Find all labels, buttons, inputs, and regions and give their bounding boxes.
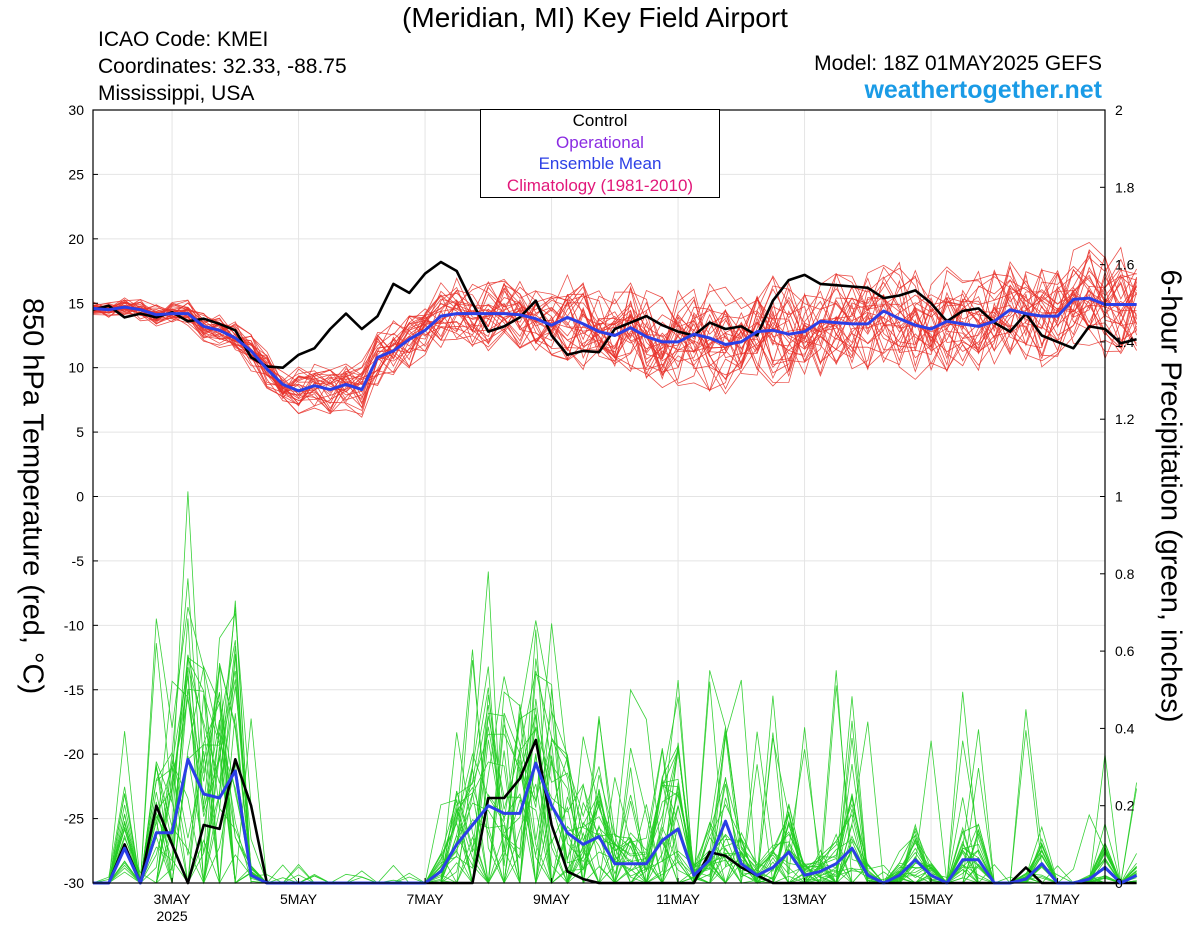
temperature-member-line xyxy=(92,254,1137,408)
temperature-member-line xyxy=(92,268,1137,415)
model-run: Model: 18Z 01MAY2025 GEFS xyxy=(814,52,1102,75)
x-tick-label: 5MAY xyxy=(280,891,318,907)
y-tick-label: 20 xyxy=(68,231,84,247)
temperature-member-line xyxy=(92,275,1137,400)
x-tick-label: 15MAY xyxy=(909,891,955,907)
page-title: (Meridian, MI) Key Field Airport xyxy=(402,2,788,33)
y2-tick-label: 0.6 xyxy=(1115,643,1135,659)
x-tick-label: 11MAY xyxy=(656,891,700,907)
legend-climatology: Climatology (1981-2010) xyxy=(506,175,694,195)
temperature-member-line xyxy=(92,276,1137,395)
y-tick-label: 0 xyxy=(76,489,84,505)
legend-ensemble-mean: Ensemble Mean xyxy=(538,154,662,173)
x-tick-label: 7MAY xyxy=(407,891,445,907)
y-tick-label: 10 xyxy=(68,360,84,376)
temperature-member-line xyxy=(92,254,1137,395)
y-tick-label: 25 xyxy=(68,166,84,182)
y-tick-label: 30 xyxy=(68,102,84,118)
y2-tick-label: 2 xyxy=(1115,102,1123,118)
temperature-member-line xyxy=(92,270,1137,393)
x-tick-label: 9MAY xyxy=(533,891,571,907)
y2-tick-label: 0 xyxy=(1115,875,1123,891)
site-name: weathertogether.net xyxy=(864,76,1102,104)
temperature-member-line xyxy=(92,269,1137,405)
y-tick-label: -15 xyxy=(64,682,84,698)
axis-ticks: 302520151050-5-10-15-20-25-3021.81.61.41… xyxy=(64,102,1135,924)
y2-tick-label: 0.8 xyxy=(1115,566,1135,582)
temperature-member-line xyxy=(92,269,1137,396)
y-tick-label: -30 xyxy=(64,875,84,891)
legend-operational: Operational xyxy=(556,132,644,152)
temperature-member-line xyxy=(92,274,1137,410)
temperature-member-line xyxy=(92,242,1137,414)
y-tick-label: -10 xyxy=(64,617,84,633)
y-tick-label: -25 xyxy=(64,811,84,827)
temperature-members xyxy=(92,242,1137,418)
y2-tick-label: 1.8 xyxy=(1115,179,1135,195)
y-tick-label: -5 xyxy=(72,553,85,569)
region: Mississippi, USA xyxy=(98,82,255,105)
coordinates: Coordinates: 32.33, -88.75 xyxy=(98,55,347,78)
x-tick-label: 17MAY xyxy=(1035,891,1081,907)
y-axis-label: 850 hPa Temperature (red, °C) xyxy=(16,297,49,695)
temperature-member-line xyxy=(92,269,1137,407)
x-tick-label: 3MAY xyxy=(154,891,192,907)
temperature-member-line xyxy=(92,285,1137,393)
y2-tick-label: 0.2 xyxy=(1115,798,1135,814)
x-tick-label: 13MAY xyxy=(782,891,828,907)
y2-tick-label: 1.2 xyxy=(1115,411,1135,427)
temperature-member-line xyxy=(92,264,1137,400)
legend-control: Control xyxy=(572,111,628,130)
x-tick-sublabel: 2025 xyxy=(156,908,187,924)
y2-tick-label: 0.4 xyxy=(1115,720,1135,736)
y2-tick-label: 1.4 xyxy=(1115,334,1135,350)
y2-tick-label: 1 xyxy=(1115,489,1123,505)
temperature-member-line xyxy=(92,266,1137,395)
y2-tick-label: 1.6 xyxy=(1115,257,1135,273)
y-tick-label: 5 xyxy=(76,424,84,440)
icao-code: ICAO Code: KMEI xyxy=(98,28,269,51)
legend: Control Operational Ensemble Mean Climat… xyxy=(480,109,720,198)
y2-axis-label: 6-hour Precipitation (green, inches) xyxy=(1154,269,1187,723)
y-tick-label: 15 xyxy=(68,295,84,311)
precipitation-members xyxy=(92,491,1137,885)
y-tick-label: -20 xyxy=(64,746,84,762)
ensemble-mean-temperature-line xyxy=(92,296,1137,393)
control-temperature-line xyxy=(92,260,1137,370)
temperature-member-line xyxy=(92,246,1137,418)
